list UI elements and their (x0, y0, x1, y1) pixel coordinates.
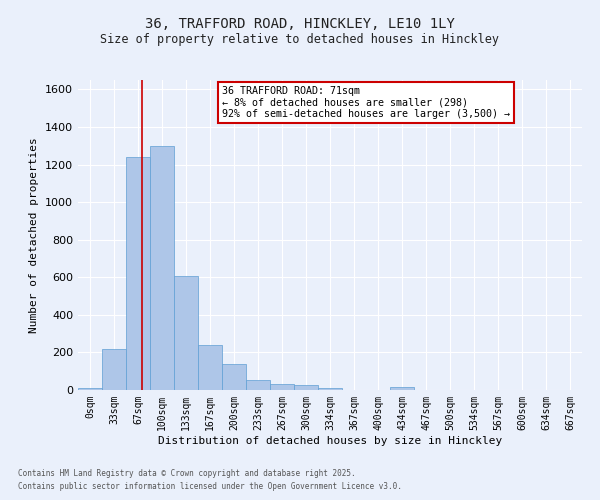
Text: Size of property relative to detached houses in Hinckley: Size of property relative to detached ho… (101, 32, 499, 46)
Bar (174, 276, 198, 390)
Bar (390, 387, 414, 390)
Bar (150, 146, 174, 390)
Text: 36, TRAFFORD ROAD, HINCKLEY, LE10 1LY: 36, TRAFFORD ROAD, HINCKLEY, LE10 1LY (145, 18, 455, 32)
Bar (294, 386, 318, 390)
Bar (126, 157, 150, 390)
Bar (222, 364, 246, 390)
Y-axis label: Number of detached properties: Number of detached properties (29, 137, 40, 333)
Bar (78, 388, 102, 390)
Bar (318, 388, 342, 390)
Bar (270, 384, 294, 390)
Text: Contains HM Land Registry data © Crown copyright and database right 2025.: Contains HM Land Registry data © Crown c… (18, 468, 356, 477)
Bar (246, 380, 270, 390)
Text: 36 TRAFFORD ROAD: 71sqm
← 8% of detached houses are smaller (298)
92% of semi-de: 36 TRAFFORD ROAD: 71sqm ← 8% of detached… (221, 86, 509, 120)
Text: Contains public sector information licensed under the Open Government Licence v3: Contains public sector information licen… (18, 482, 402, 491)
Bar (198, 345, 222, 390)
X-axis label: Distribution of detached houses by size in Hinckley: Distribution of detached houses by size … (158, 436, 502, 446)
Bar (102, 348, 126, 390)
